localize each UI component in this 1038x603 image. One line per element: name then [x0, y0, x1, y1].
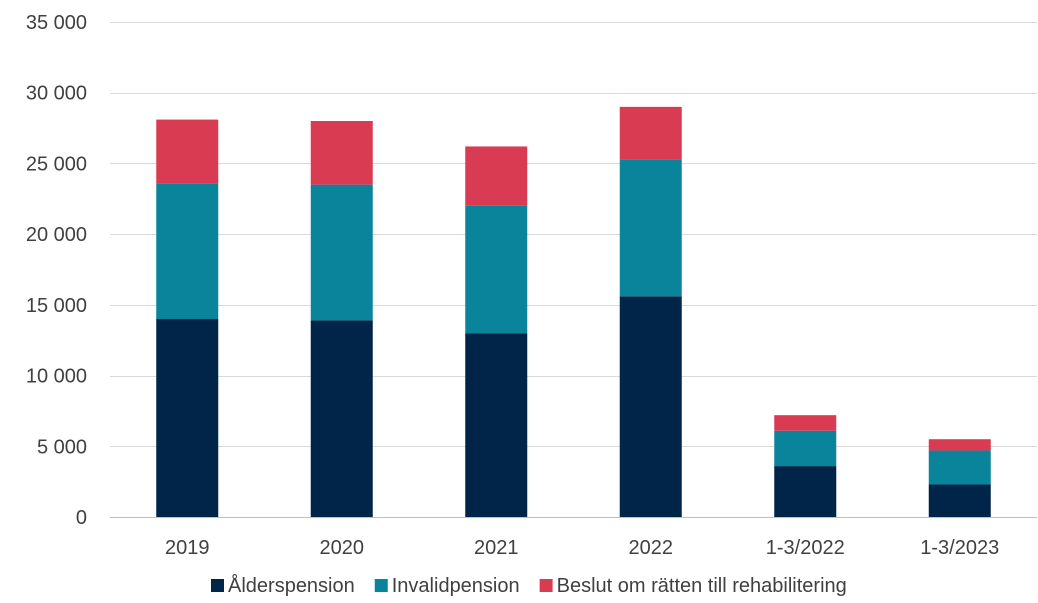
legend: Ålderspension Invalidpension Beslut om rät… — [211, 574, 847, 597]
bar-alderspension — [310, 320, 373, 517]
y-tick-label: 15 000 — [26, 295, 87, 317]
y-tick-label: 25 000 — [26, 153, 87, 175]
bar-invalidpension — [928, 450, 991, 485]
bar-alderspension — [156, 319, 219, 517]
y-tick-label: 35 000 — [26, 12, 87, 34]
bar-invalidpension — [465, 205, 528, 334]
bars — [156, 106, 991, 517]
gridlines — [110, 22, 1037, 447]
y-tick-label: 10 000 — [26, 366, 87, 388]
axes: 0 5 000 10 000 15 000 20 000 25 000 30 000 35 0… — [26, 12, 1037, 559]
bar-invalidpension — [619, 159, 682, 297]
bar-alderspension — [465, 333, 528, 517]
bar-beslut-om-ratten-till-rehabilitering — [928, 439, 991, 451]
bar-invalidpension — [774, 430, 837, 467]
bar-invalidpension — [310, 184, 373, 321]
bar-beslut-om-ratten-till-rehabilitering — [465, 146, 528, 206]
legend-swatch-beslut-om-ratten-till-rehabilitering — [539, 579, 553, 592]
bar-invalidpension — [156, 183, 219, 319]
legend-swatch-invalidpension — [374, 579, 388, 592]
y-tick-label: 5 000 — [37, 436, 87, 458]
legend-swatch-alderspension — [211, 579, 224, 592]
legend-label: Invalidpension — [392, 575, 520, 597]
legend-label: Beslut om rätten till rehabilitering — [557, 575, 847, 597]
y-tick-label: 30 000 — [26, 83, 87, 105]
y-tick-label: 20 000 — [26, 224, 87, 246]
x-tick-label: 2021 — [474, 537, 519, 559]
bar-beslut-om-ratten-till-rehabilitering — [310, 121, 373, 185]
x-tick-label: 2019 — [165, 537, 210, 559]
x-tick-label: 1-3/2022 — [766, 537, 845, 559]
x-tick-label: 2020 — [320, 537, 365, 559]
bar-beslut-om-ratten-till-rehabilitering — [156, 119, 219, 184]
x-tick-label: 2022 — [629, 537, 674, 559]
bar-alderspension — [774, 466, 837, 517]
legend-label: Ålderspension — [228, 574, 355, 597]
bar-beslut-om-ratten-till-rehabilitering — [619, 106, 682, 160]
y-tick-label: 0 — [76, 507, 87, 529]
bar-alderspension — [928, 484, 991, 517]
bar-beslut-om-ratten-till-rehabilitering — [774, 415, 837, 431]
bar-alderspension — [619, 296, 682, 517]
x-tick-label: 1-3/2023 — [920, 537, 999, 559]
